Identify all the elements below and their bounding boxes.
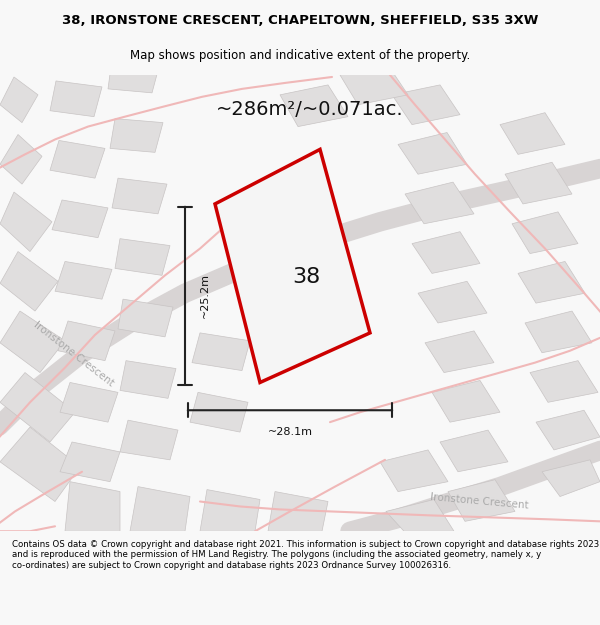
Text: ~28.1m: ~28.1m [268,427,313,437]
Polygon shape [52,200,108,238]
Polygon shape [412,232,480,273]
Polygon shape [448,479,515,521]
Polygon shape [0,77,38,122]
Polygon shape [60,442,120,482]
Polygon shape [0,372,75,442]
Polygon shape [118,299,173,337]
Polygon shape [425,331,494,372]
Text: ~25.2m: ~25.2m [200,272,210,318]
Polygon shape [505,162,572,204]
Polygon shape [58,321,115,361]
Polygon shape [280,85,348,127]
Polygon shape [0,251,58,311]
Polygon shape [432,381,500,422]
Polygon shape [190,392,248,432]
Text: Ironstone Crescent: Ironstone Crescent [32,320,116,389]
Polygon shape [418,281,487,323]
Text: Ironstone Crescent: Ironstone Crescent [430,491,529,510]
Polygon shape [405,182,474,224]
Text: ~286m²/~0.071ac.: ~286m²/~0.071ac. [216,100,404,119]
Polygon shape [398,132,467,174]
Polygon shape [0,427,80,501]
Polygon shape [115,239,170,276]
Text: Contains OS data © Crown copyright and database right 2021. This information is : Contains OS data © Crown copyright and d… [12,540,599,570]
Polygon shape [512,212,578,254]
Polygon shape [268,492,328,531]
Polygon shape [192,333,250,371]
Polygon shape [542,460,600,496]
Polygon shape [120,420,178,460]
Polygon shape [440,430,508,472]
Polygon shape [120,361,176,398]
Polygon shape [55,261,112,299]
Polygon shape [0,192,52,251]
Polygon shape [0,134,42,184]
Polygon shape [50,81,102,117]
Polygon shape [530,361,598,403]
Polygon shape [110,119,163,152]
Polygon shape [0,311,65,372]
Polygon shape [392,85,460,124]
Polygon shape [60,382,118,422]
Polygon shape [112,178,167,214]
Polygon shape [380,450,448,492]
Polygon shape [340,65,408,105]
Text: 38: 38 [292,267,320,287]
Polygon shape [525,311,592,352]
Polygon shape [536,410,600,450]
Polygon shape [65,482,120,531]
Text: 38, IRONSTONE CRESCENT, CHAPELTOWN, SHEFFIELD, S35 3XW: 38, IRONSTONE CRESCENT, CHAPELTOWN, SHEF… [62,14,538,27]
Polygon shape [215,149,370,382]
Text: Map shows position and indicative extent of the property.: Map shows position and indicative extent… [130,49,470,62]
Polygon shape [518,261,585,303]
Polygon shape [386,499,454,531]
Polygon shape [130,487,190,531]
Polygon shape [50,141,105,178]
Polygon shape [200,489,260,531]
Polygon shape [108,59,160,93]
Polygon shape [500,112,565,154]
